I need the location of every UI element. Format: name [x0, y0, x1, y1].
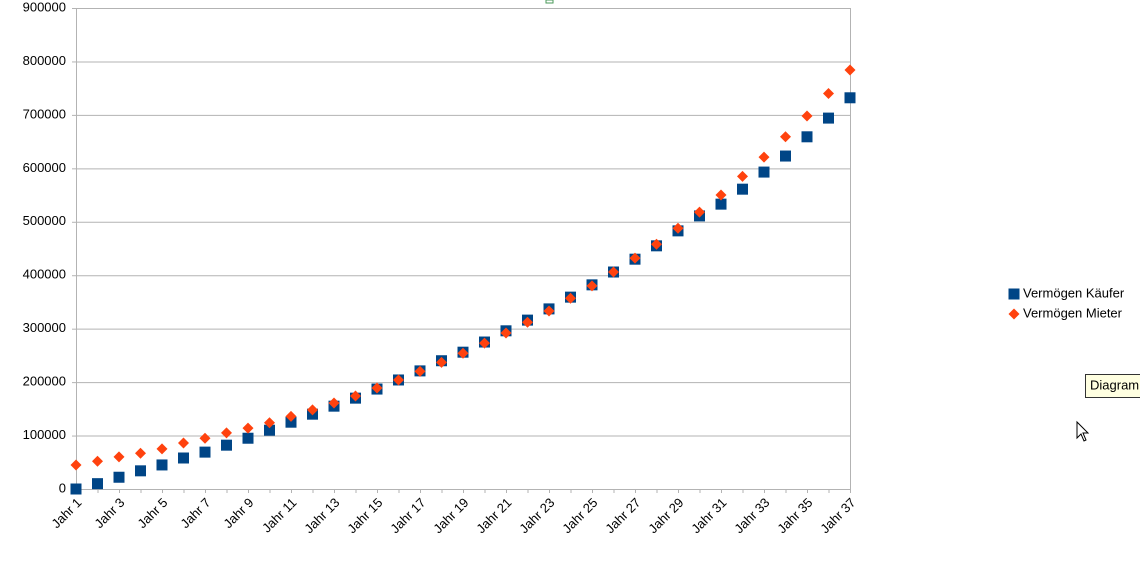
- x-tick-label: Jahr 23: [516, 495, 557, 536]
- data-point: [285, 410, 297, 422]
- data-point: [221, 439, 232, 451]
- x-tick-label: Jahr 9: [220, 495, 256, 531]
- data-point: [178, 452, 189, 464]
- data-point: [178, 437, 189, 449]
- legend-label: Vermögen Käufer: [1023, 285, 1125, 300]
- x-tick-label: Jahr 21: [473, 495, 514, 536]
- x-tick-label: Jahr 17: [387, 495, 428, 536]
- data-point: [543, 305, 555, 317]
- data-point: [737, 170, 748, 182]
- x-tick-label: Jahr 27: [602, 495, 643, 536]
- data-point: [264, 417, 275, 429]
- y-tick-label: 700000: [23, 106, 66, 121]
- mouse-cursor: [1076, 420, 1090, 442]
- data-point: [737, 183, 748, 195]
- data-point: [715, 198, 727, 210]
- data-point: [221, 427, 232, 439]
- data-point: [199, 432, 211, 444]
- x-tick-label: Jahr 3: [91, 495, 127, 531]
- data-point: [414, 365, 426, 377]
- y-tick-label: 900000: [23, 0, 66, 14]
- x-tick-label: Jahr 13: [301, 495, 342, 536]
- data-point: [823, 88, 834, 100]
- x-tick-label: Jahr 37: [817, 495, 858, 536]
- data-point: [758, 151, 770, 163]
- data-point: [715, 189, 727, 201]
- legend-label: Vermögen Mieter: [1023, 305, 1123, 320]
- data-point: [844, 64, 856, 76]
- y-tick-label: 0: [59, 480, 66, 495]
- data-point: [113, 451, 125, 463]
- data-point: [844, 92, 856, 104]
- data-point: [242, 432, 254, 444]
- data-point: [156, 459, 168, 471]
- y-tick-label: 100000: [23, 427, 66, 442]
- selection-handle: [545, 0, 554, 4]
- x-tick-label: Jahr 33: [731, 495, 772, 536]
- data-point: [393, 374, 404, 386]
- data-point: [436, 356, 447, 368]
- data-point: [457, 347, 469, 359]
- data-point: [70, 483, 82, 495]
- tooltip-text: Diagram: [1090, 377, 1139, 392]
- legend-marker: [1008, 288, 1020, 300]
- x-tick-label: Jahr 19: [430, 495, 471, 536]
- data-point: [328, 397, 340, 409]
- data-point: [522, 316, 533, 328]
- data-point: [92, 455, 103, 467]
- data-point: [801, 131, 813, 143]
- data-point: [801, 110, 813, 122]
- data-point: [758, 166, 770, 178]
- data-point: [608, 266, 619, 278]
- y-tick-label: 300000: [23, 320, 66, 335]
- x-tick-label: Jahr 1: [48, 495, 84, 531]
- plot: 0 100000 200000 300000 400000 500000 600000 700…: [23, 0, 1125, 536]
- data-point: [780, 150, 791, 162]
- y-tick-label: 500000: [23, 213, 66, 228]
- tooltip-box: [1085, 374, 1140, 398]
- data-point: [694, 206, 705, 218]
- x-tick-label: Jahr 35: [774, 495, 815, 536]
- x-tick-label: Jahr 31: [688, 495, 729, 536]
- data-point: [307, 404, 318, 416]
- y-tick-label: 600000: [23, 160, 66, 175]
- x-tick-label: Jahr 5: [134, 495, 170, 531]
- y-tick-label: 200000: [23, 374, 66, 389]
- y-tick-label: 800000: [23, 53, 66, 68]
- data-point: [350, 390, 361, 402]
- data-point: [651, 238, 662, 250]
- data-point: [242, 422, 254, 434]
- x-tick-label: Jahr 15: [344, 495, 385, 536]
- data-point: [264, 424, 275, 436]
- data-point: [135, 447, 146, 459]
- data-point: [92, 478, 103, 490]
- data-point: [672, 222, 684, 234]
- data-point: [135, 465, 146, 477]
- data-point: [586, 280, 598, 292]
- x-tick-label: Jahr 29: [645, 495, 686, 536]
- data-point: [823, 112, 834, 124]
- x-tick-label: Jahr 7: [177, 495, 213, 531]
- tooltip: Diagram: [1085, 374, 1140, 398]
- data-point: [500, 327, 512, 339]
- legend-marker: [1008, 308, 1020, 320]
- x-tick-label: Jahr 25: [559, 495, 600, 536]
- data-point: [70, 459, 82, 471]
- x-tick-label: Jahr 11: [259, 495, 300, 536]
- data-point: [285, 416, 297, 428]
- data-point: [113, 471, 125, 483]
- data-point: [371, 382, 383, 394]
- data-point: [199, 446, 211, 458]
- data-point: [479, 337, 490, 349]
- y-tick-label: 400000: [23, 267, 66, 282]
- data-point: [629, 252, 641, 264]
- data-point: [156, 443, 168, 455]
- data-point: [780, 131, 791, 143]
- data-point: [565, 292, 576, 304]
